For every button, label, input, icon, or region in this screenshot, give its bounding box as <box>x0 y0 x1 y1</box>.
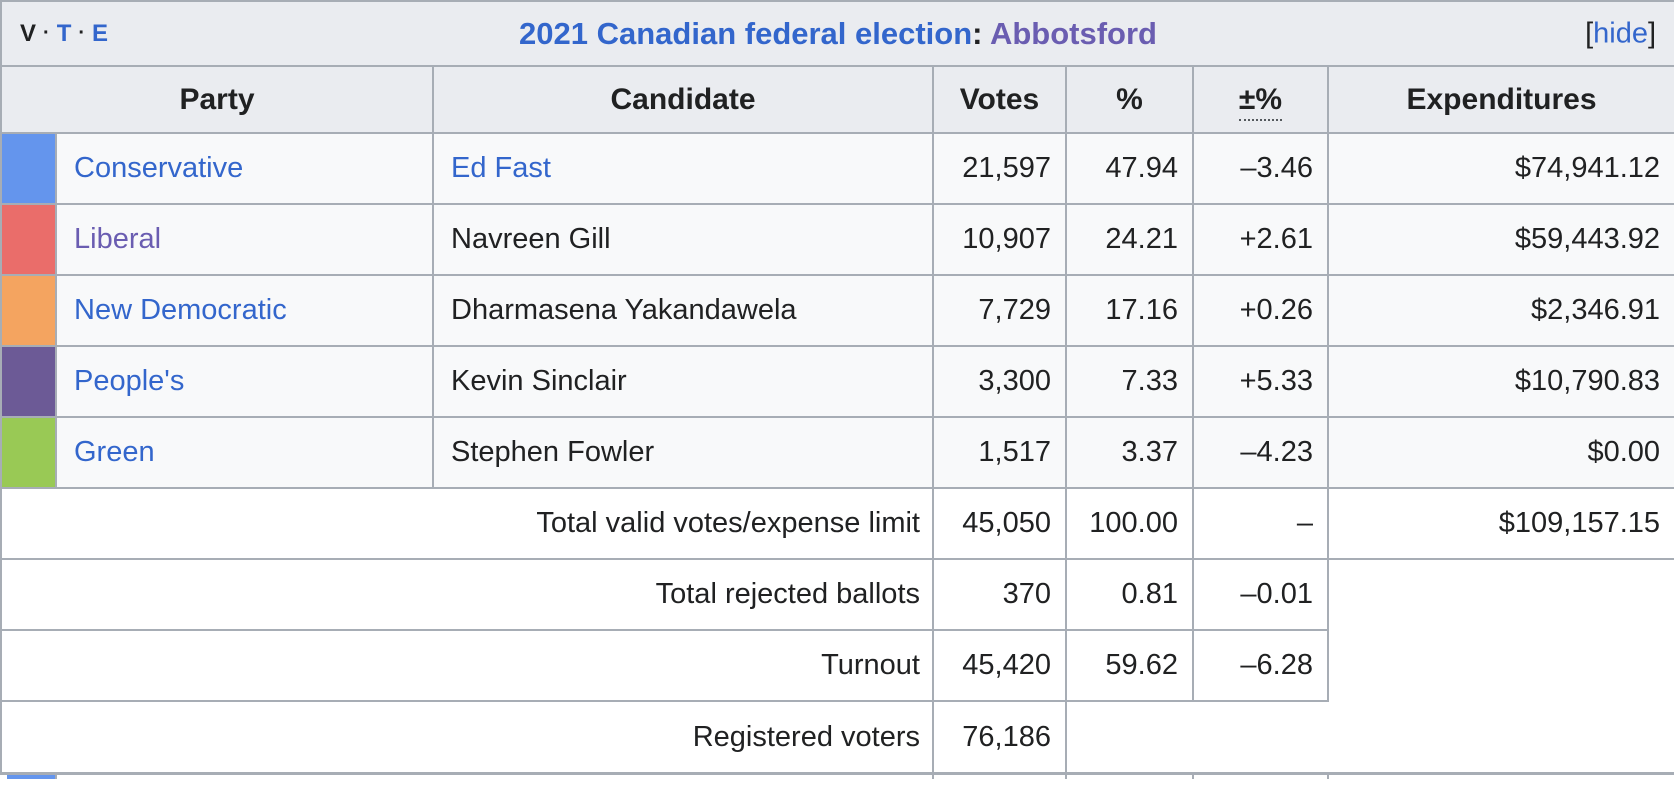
empty-cell <box>1328 630 1674 701</box>
col-header-swing: ±% <box>1192 65 1329 134</box>
percent-cell: 0.81 <box>1065 558 1194 631</box>
turnout-row: Turnout 45,420 59.62 –6.28 <box>0 629 1674 702</box>
col-header-candidate: Candidate <box>432 65 934 134</box>
vte-nav: V · T · E <box>20 20 108 48</box>
candidate-name: Dharmasena Yakandawela <box>432 274 934 347</box>
swing-abbr: ±% <box>1238 82 1283 121</box>
vte-view-link[interactable]: V <box>20 19 37 47</box>
swing-cell: +5.33 <box>1192 345 1329 418</box>
swing-cell: –6.28 <box>1192 629 1329 702</box>
party-color-swatch <box>0 274 57 347</box>
result-row-green: Green Stephen Fowler 1,517 3.37 –4.23 $0… <box>0 416 1674 489</box>
expenditures-cell: $0.00 <box>1326 416 1674 489</box>
percent-cell: 17.16 <box>1065 274 1194 347</box>
expenditures-cell: $109,157.15 <box>1326 487 1674 560</box>
vte-separator: · <box>43 21 50 44</box>
col-header-votes: Votes <box>932 65 1067 134</box>
col-header-expenditures: Expenditures <box>1326 65 1674 134</box>
party-link[interactable]: Liberal <box>74 223 162 255</box>
riding-title-link[interactable]: Abbotsford <box>989 15 1157 51</box>
result-row-peoples: People's Kevin Sinclair 3,300 7.33 +5.33… <box>0 345 1674 418</box>
empty-cell <box>1066 701 1674 772</box>
percent-cell: 47.94 <box>1065 132 1194 205</box>
cell-border <box>1192 775 1194 779</box>
votes-cell: 10,907 <box>932 203 1067 276</box>
percent-cell: 24.21 <box>1065 203 1194 276</box>
party-color-swatch <box>0 203 57 276</box>
party-color-swatch <box>0 416 57 489</box>
party-color-swatch <box>0 132 57 205</box>
summary-label: Turnout <box>0 629 934 702</box>
next-table-row-partial <box>0 772 1674 779</box>
votes-cell: 7,729 <box>932 274 1067 347</box>
swing-cell: +0.26 <box>1192 274 1329 347</box>
swing-cell: –0.01 <box>1192 558 1329 631</box>
votes-cell: 1,517 <box>932 416 1067 489</box>
election-results-box: V · T · E 2021 Canadian federal election: Ab… <box>0 0 1674 779</box>
expenditures-cell: $59,443.92 <box>1326 203 1674 276</box>
percent-cell: 7.33 <box>1065 345 1194 418</box>
empty-cell <box>1328 559 1674 630</box>
hide-link[interactable]: hide <box>1593 17 1648 49</box>
votes-cell: 21,597 <box>932 132 1067 205</box>
election-results-table: V · T · E 2021 Canadian federal election: Ab… <box>0 0 1674 772</box>
election-title-link[interactable]: 2021 Canadian federal election <box>519 15 973 51</box>
cell-border <box>932 775 934 779</box>
candidate-name: Stephen Fowler <box>432 416 934 489</box>
hide-toggle: [hide] <box>1585 17 1656 50</box>
summary-label: Total valid votes/expense limit <box>0 487 934 560</box>
percent-cell: 59.62 <box>1065 629 1194 702</box>
title-colon: : <box>972 15 983 51</box>
result-row-liberal: Liberal Navreen Gill 10,907 24.21 +2.61 … <box>0 203 1674 276</box>
swing-cell: +2.61 <box>1192 203 1329 276</box>
cell-border <box>1327 775 1329 779</box>
party-color-swatch <box>7 775 55 779</box>
candidate-name: Kevin Sinclair <box>432 345 934 418</box>
party-link[interactable]: Conservative <box>74 152 244 184</box>
expenditures-cell: $10,790.83 <box>1326 345 1674 418</box>
col-header-percent: % <box>1065 65 1194 134</box>
result-row-conservative: Conservative Ed Fast 21,597 47.94 –3.46 … <box>0 132 1674 205</box>
percent-cell: 100.00 <box>1065 487 1194 560</box>
party-link[interactable]: Green <box>74 436 155 468</box>
hide-bracket: ] <box>1647 17 1657 49</box>
party-link[interactable]: New Democratic <box>74 294 287 326</box>
rejected-ballots-row: Total rejected ballots 370 0.81 –0.01 <box>0 558 1674 631</box>
vte-talk-link[interactable]: T <box>56 19 72 47</box>
vte-edit-link[interactable]: E <box>92 19 109 47</box>
total-valid-votes-row: Total valid votes/expense limit 45,050 1… <box>0 487 1674 560</box>
percent-cell: 3.37 <box>1065 416 1194 489</box>
candidate-link[interactable]: Ed Fast <box>451 152 551 184</box>
votes-cell: 370 <box>932 558 1067 631</box>
cell-border <box>55 775 57 779</box>
registered-voters-row: Registered voters 76,186 <box>0 700 1674 772</box>
summary-label: Registered voters <box>0 700 934 772</box>
party-link[interactable]: People's <box>74 365 185 397</box>
expenditures-cell: $74,941.12 <box>1326 132 1674 205</box>
party-color-swatch <box>0 345 57 418</box>
votes-cell: 76,186 <box>932 700 1067 772</box>
swing-cell: –4.23 <box>1192 416 1329 489</box>
votes-cell: 45,050 <box>932 487 1067 560</box>
expenditures-cell: $2,346.91 <box>1326 274 1674 347</box>
result-row-ndp: New Democratic Dharmasena Yakandawela 7,… <box>0 274 1674 347</box>
col-header-party: Party <box>0 65 434 134</box>
swing-cell: – <box>1192 487 1329 560</box>
swing-cell: –3.46 <box>1192 132 1329 205</box>
candidate-name: Navreen Gill <box>432 203 934 276</box>
page-title: 2021 Canadian federal election: Abbotsfo… <box>20 16 1656 52</box>
cell-border <box>1065 775 1067 779</box>
title-bar: V · T · E 2021 Canadian federal election: Ab… <box>0 0 1674 67</box>
summary-label: Total rejected ballots <box>0 558 934 631</box>
hide-bracket: [ <box>1585 17 1594 49</box>
header-row: Party Candidate Votes % ±% Expenditures <box>0 65 1674 134</box>
votes-cell: 3,300 <box>932 345 1067 418</box>
vte-separator: · <box>78 21 86 44</box>
votes-cell: 45,420 <box>932 629 1067 702</box>
